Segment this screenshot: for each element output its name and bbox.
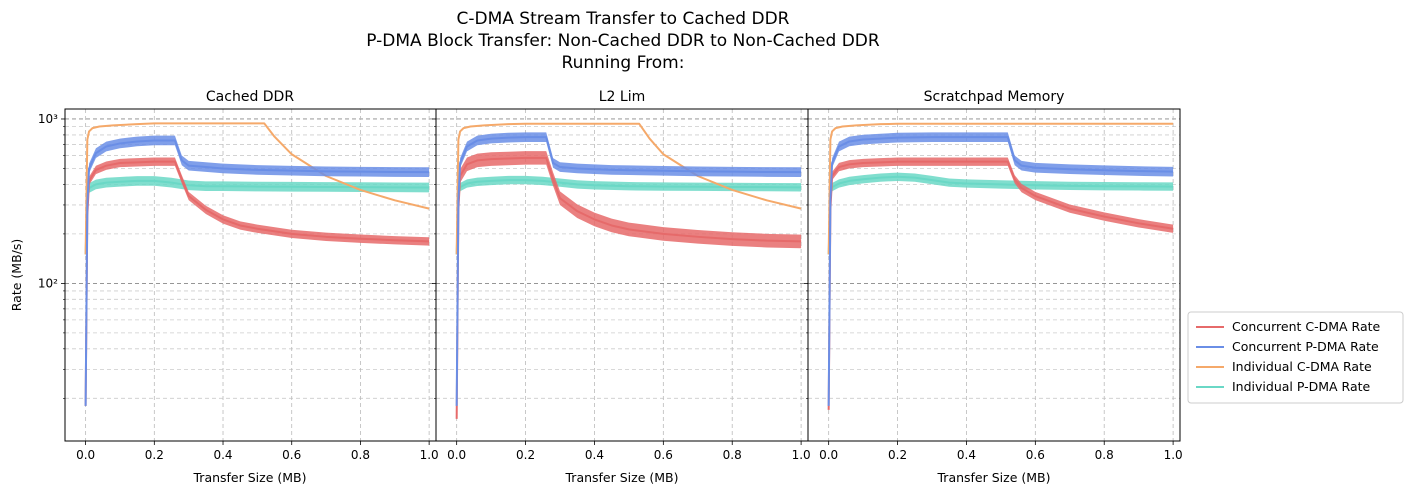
x-tick-label: 0.8	[723, 448, 742, 462]
figure-title-line-3: Running From:	[562, 53, 685, 73]
y-tick-label: 10³	[38, 112, 58, 126]
x-tick-label: 0.2	[516, 448, 535, 462]
series-group	[827, 122, 1174, 410]
series-line-concurrent-pdma	[455, 136, 802, 406]
series-group	[84, 122, 430, 406]
subplot-title: Scratchpad Memory	[924, 89, 1065, 105]
series-line-individual-pdma	[84, 179, 430, 255]
subplot-l2-lim: L2 Lim Transfer Size (MB) 0.0 0.2 0.4 0.6 0.…	[432, 89, 811, 485]
legend-label-concurrent-pdma: Concurrent P-DMA Rate	[1232, 339, 1379, 354]
x-tick-label: 0.6	[282, 448, 301, 462]
series-band-individual-pdma	[85, 176, 430, 255]
x-tick-label: 0.2	[145, 448, 164, 462]
x-tick-label: 0.6	[654, 448, 673, 462]
subplot-title: Cached DDR	[206, 89, 294, 105]
axes-frame	[807, 108, 1181, 442]
legend: Concurrent C-DMA Rate Concurrent P-DMA R…	[1187, 311, 1404, 404]
series-band-individual-pdma	[828, 172, 1174, 255]
series-line-concurrent-pdma	[84, 139, 430, 406]
x-tick-label: 0.4	[585, 448, 604, 462]
series-line-individual-cdma	[827, 122, 1174, 255]
series-line-concurrent-cdma	[827, 160, 1174, 410]
series-line-concurrent-pdma	[827, 136, 1174, 406]
series-line-individual-pdma	[827, 175, 1174, 255]
figure-title-line-1: C-DMA Stream Transfer to Cached DDR	[457, 9, 790, 29]
x-axis-label: Transfer Size (MB)	[565, 470, 679, 485]
subplot-title: L2 Lim	[599, 89, 645, 105]
x-tick-label: 0.2	[888, 448, 907, 462]
series-line-individual-cdma	[84, 122, 430, 255]
legend-label-individual-cdma: Individual C-DMA Rate	[1232, 359, 1372, 374]
y-axis-label: Rate (MB/s)	[9, 239, 24, 311]
legend-label-concurrent-cdma: Concurrent C-DMA Rate	[1232, 319, 1381, 334]
x-tick-label: 0.4	[957, 448, 976, 462]
series-line-concurrent-cdma	[84, 160, 430, 406]
x-tick-label: 0.0	[819, 448, 838, 462]
series-band-individual-pdma	[456, 175, 802, 255]
series-line-individual-pdma	[455, 179, 802, 255]
y-tick-label: 10²	[38, 276, 58, 290]
x-tick-label: 1.0	[1164, 448, 1183, 462]
x-axis-label: Transfer Size (MB)	[937, 470, 1051, 485]
subplot-cached-ddr: Cached DDR Rate (MB/s) Transfer Size (MB…	[9, 89, 439, 485]
legend-label-individual-pdma: Individual P-DMA Rate	[1232, 379, 1371, 394]
x-tick-label: 0.8	[1095, 448, 1114, 462]
series-band-concurrent-pdma	[456, 132, 802, 406]
x-tick-label: 0.6	[1026, 448, 1045, 462]
series-band-concurrent-pdma	[828, 132, 1174, 406]
x-tick-label: 1.0	[792, 448, 811, 462]
figure-title-line-2: P-DMA Block Transfer: Non-Cached DDR to …	[366, 31, 880, 51]
series-group	[455, 122, 802, 419]
x-tick-label: 0.4	[213, 448, 232, 462]
subplot-scratchpad-memory: Scratchpad Memory Transfer Size (MB) 0.0…	[804, 89, 1183, 485]
series-line-concurrent-cdma	[455, 156, 802, 419]
x-tick-label: 0.8	[351, 448, 370, 462]
x-tick-label: 0.0	[76, 448, 95, 462]
series-line-individual-cdma	[455, 122, 802, 255]
x-tick-label: 0.0	[447, 448, 466, 462]
x-axis-label: Transfer Size (MB)	[193, 470, 307, 485]
legend-frame	[1187, 311, 1404, 404]
series-band-concurrent-cdma	[456, 151, 802, 419]
x-tick-label: 1.0	[420, 448, 439, 462]
